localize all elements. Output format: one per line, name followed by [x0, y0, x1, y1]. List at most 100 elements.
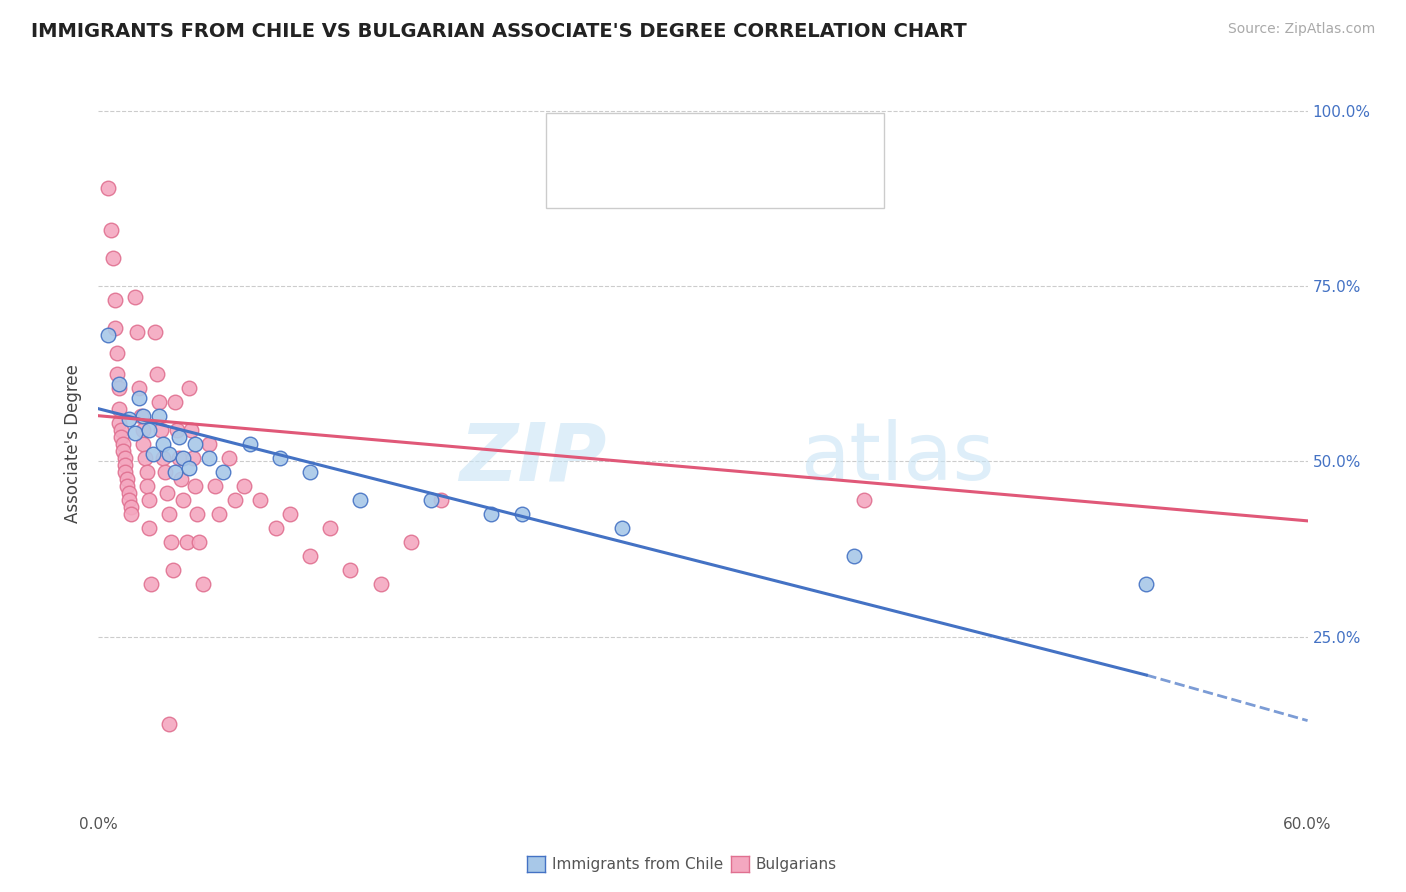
Point	[167, 450, 190, 465]
Point	[218, 450, 240, 465]
Point	[139, 577, 162, 591]
Point	[269, 450, 291, 465]
Point	[118, 412, 141, 426]
Point	[176, 534, 198, 549]
Point	[103, 321, 125, 335]
Point	[115, 479, 138, 493]
Point	[128, 391, 150, 405]
Point	[156, 485, 179, 500]
Point	[264, 521, 287, 535]
Point	[844, 549, 866, 563]
Point	[198, 436, 221, 450]
Point	[120, 507, 142, 521]
Point	[142, 447, 165, 461]
Point	[125, 325, 148, 339]
Point	[198, 450, 221, 465]
Point	[148, 409, 170, 423]
Point	[193, 577, 215, 591]
Point	[153, 465, 176, 479]
Point	[179, 461, 201, 475]
Point	[103, 293, 125, 307]
Point	[101, 251, 124, 265]
Point	[370, 577, 392, 591]
Point	[107, 401, 129, 416]
Point	[138, 492, 160, 507]
Point	[118, 485, 141, 500]
Point	[184, 436, 207, 450]
Point	[167, 430, 190, 444]
Point	[184, 479, 207, 493]
Text: ZIP: ZIP	[458, 419, 606, 498]
Y-axis label: Associate's Degree: Associate's Degree	[65, 364, 83, 524]
Point	[212, 465, 235, 479]
Point	[115, 472, 138, 486]
Point	[481, 507, 503, 521]
Point	[157, 507, 180, 521]
Point	[97, 328, 120, 343]
Point	[118, 492, 141, 507]
Point	[399, 534, 422, 549]
Point	[107, 381, 129, 395]
Point	[232, 479, 254, 493]
Point	[146, 367, 169, 381]
Point	[120, 500, 142, 514]
Point	[135, 465, 157, 479]
Point	[160, 534, 183, 549]
Text: R =  -0.509   N = 28: R = -0.509 N = 28	[596, 138, 751, 153]
Point	[132, 409, 155, 423]
Point	[319, 521, 342, 535]
Point	[152, 450, 174, 465]
Point	[132, 436, 155, 450]
Point	[249, 492, 271, 507]
Point	[143, 325, 166, 339]
Point	[181, 450, 204, 465]
Point	[129, 409, 152, 423]
Point	[224, 492, 246, 507]
Point	[299, 465, 322, 479]
Point	[510, 507, 533, 521]
Point	[105, 367, 128, 381]
Point	[110, 423, 132, 437]
Point	[111, 443, 134, 458]
Point	[135, 479, 157, 493]
Point	[612, 521, 634, 535]
Point	[110, 430, 132, 444]
Point	[339, 563, 361, 577]
Point	[114, 450, 136, 465]
Point	[138, 423, 160, 437]
Text: atlas: atlas	[800, 419, 994, 498]
Point	[138, 521, 160, 535]
Point	[172, 450, 194, 465]
Point	[163, 394, 186, 409]
Point	[163, 465, 186, 479]
Text: IMMIGRANTS FROM CHILE VS BULGARIAN ASSOCIATE'S DEGREE CORRELATION CHART: IMMIGRANTS FROM CHILE VS BULGARIAN ASSOC…	[31, 22, 967, 41]
Point	[157, 447, 180, 461]
Point	[124, 426, 146, 441]
Point	[278, 507, 301, 521]
Point	[111, 436, 134, 450]
Point	[179, 381, 201, 395]
Point	[180, 423, 202, 437]
Point	[124, 289, 146, 303]
Point	[349, 492, 371, 507]
Point	[100, 223, 122, 237]
Point	[166, 423, 188, 437]
Text: R =  -0.169   N = 78: R = -0.169 N = 78	[596, 179, 751, 194]
Text: Immigrants from Chile: Immigrants from Chile	[553, 857, 723, 871]
Point	[105, 345, 128, 359]
Point	[114, 465, 136, 479]
Point	[1135, 577, 1157, 591]
Point	[239, 436, 262, 450]
Point	[420, 492, 443, 507]
Point	[157, 717, 180, 731]
Point	[107, 377, 129, 392]
Point	[107, 416, 129, 430]
Point	[97, 181, 120, 195]
Point	[148, 394, 170, 409]
Point	[430, 492, 453, 507]
Point	[114, 458, 136, 472]
Point	[188, 534, 211, 549]
Point	[128, 381, 150, 395]
Point	[853, 492, 876, 507]
Text: Source: ZipAtlas.com: Source: ZipAtlas.com	[1227, 22, 1375, 37]
